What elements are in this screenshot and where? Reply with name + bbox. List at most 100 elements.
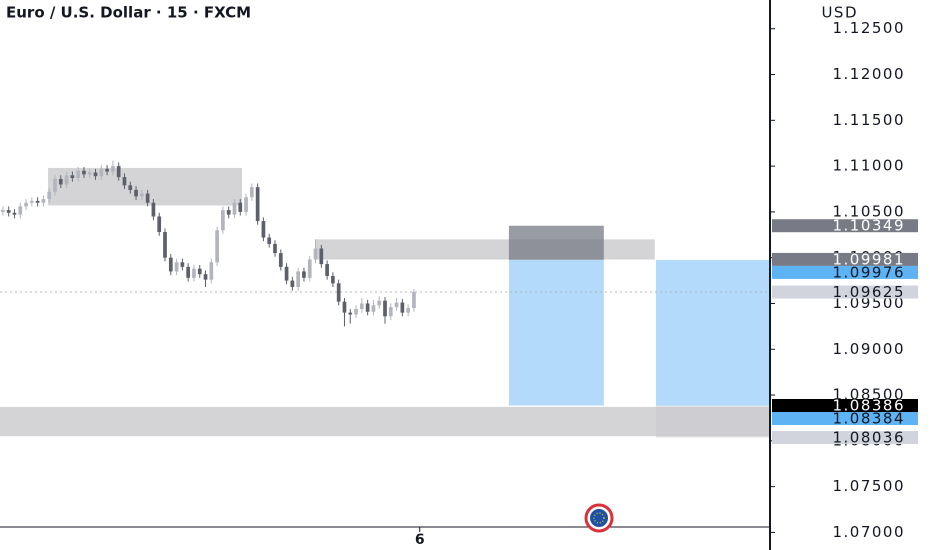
candle-body	[168, 257, 173, 272]
zone	[508, 225, 604, 260]
candle-body	[342, 301, 347, 313]
zone	[508, 259, 604, 406]
candle-body	[249, 187, 254, 198]
candle-body	[174, 262, 179, 272]
candle-body	[284, 266, 289, 281]
candle-body	[24, 202, 28, 207]
candle-body	[354, 308, 358, 315]
candle-body	[226, 210, 231, 215]
candle-body	[139, 193, 144, 197]
candle-body	[41, 199, 46, 203]
price-tag-label: 1.08036	[832, 429, 905, 447]
candle-body	[255, 187, 260, 222]
candle-body	[29, 200, 34, 203]
candle-body	[76, 170, 81, 179]
y-tick-label: 1.07000	[832, 523, 905, 541]
y-tick-label: 1.12000	[832, 65, 905, 83]
candle-body	[157, 216, 162, 233]
y-tick-label: 1.11500	[832, 111, 905, 129]
candle-body	[122, 177, 127, 186]
candle-body	[359, 303, 364, 309]
candle-body	[325, 264, 329, 276]
y-tick-label: 1.09000	[832, 340, 905, 358]
currency-label: USD	[821, 4, 858, 22]
candle-body	[87, 172, 92, 175]
price-tag	[772, 285, 918, 299]
candle-body	[383, 300, 387, 317]
candle-body	[273, 243, 277, 254]
price-tag-label: 1.10349	[832, 217, 905, 235]
candle-body	[400, 302, 405, 313]
candle-body	[1, 210, 5, 212]
candle-body	[221, 210, 225, 231]
candle-body	[261, 221, 266, 238]
price-tag	[772, 252, 918, 266]
candle-body	[267, 237, 272, 244]
y-tick-label: 1.12500	[832, 19, 905, 37]
zone	[48, 167, 243, 206]
price-tag-label: 1.09981	[832, 250, 905, 268]
candle-body	[47, 191, 52, 200]
candle-body	[365, 303, 370, 312]
zone	[0, 406, 770, 437]
candle-body	[238, 202, 243, 212]
candle-body	[145, 193, 150, 203]
candle-body	[203, 274, 208, 280]
candle-body	[151, 202, 156, 217]
candle-body	[18, 206, 23, 215]
price-tag	[772, 431, 918, 445]
candle-body	[35, 200, 40, 203]
candle-body	[377, 300, 382, 306]
candle-body	[82, 170, 86, 175]
candle-body	[336, 283, 341, 302]
candle-body	[58, 178, 63, 185]
candle-body	[296, 271, 301, 287]
candle-body	[319, 248, 324, 265]
candle-body	[12, 212, 17, 215]
zone	[655, 259, 770, 406]
candle-body	[307, 259, 312, 278]
price-tag-label: 1.09625	[832, 283, 905, 301]
candle-body	[215, 230, 219, 263]
candle-body	[6, 210, 11, 213]
candle-body	[186, 266, 191, 278]
candle-body	[244, 197, 248, 212]
candle-body	[180, 262, 185, 267]
price-tag	[772, 265, 918, 279]
price-tag	[772, 219, 918, 233]
candle-body	[302, 271, 306, 278]
y-tick-label: 1.07500	[832, 477, 905, 495]
chart-title: Euro / U.S. Dollar · 15 · FXCM	[6, 4, 251, 22]
candle-body	[99, 168, 104, 177]
candle-body	[53, 178, 57, 192]
candle-body	[93, 172, 98, 177]
y-tick-label: 1.11000	[832, 157, 905, 175]
candle-body	[105, 168, 109, 172]
candle-body	[197, 268, 202, 275]
candle-body	[388, 307, 393, 317]
plot-area	[0, 160, 770, 438]
zone	[655, 405, 770, 438]
price-tag	[772, 398, 918, 412]
candle-body	[116, 166, 121, 178]
price-tag-label: 1.08386	[832, 396, 905, 414]
candle-body	[64, 175, 69, 185]
flag-icon	[584, 503, 614, 533]
candle-body	[313, 248, 318, 260]
candle-body	[278, 253, 283, 267]
candle-body	[111, 166, 115, 172]
candle-body	[371, 305, 376, 312]
candle-body	[412, 292, 416, 309]
price-tag-label: 1.08384	[832, 409, 905, 427]
candle-body	[406, 308, 411, 313]
candle-body	[192, 268, 196, 278]
candle-body	[134, 189, 138, 197]
price-tag	[772, 411, 918, 425]
candle-body	[209, 262, 214, 280]
candle-body	[331, 276, 335, 284]
candle-body	[128, 185, 133, 190]
candle-body	[394, 302, 399, 308]
candle-body	[163, 232, 167, 258]
